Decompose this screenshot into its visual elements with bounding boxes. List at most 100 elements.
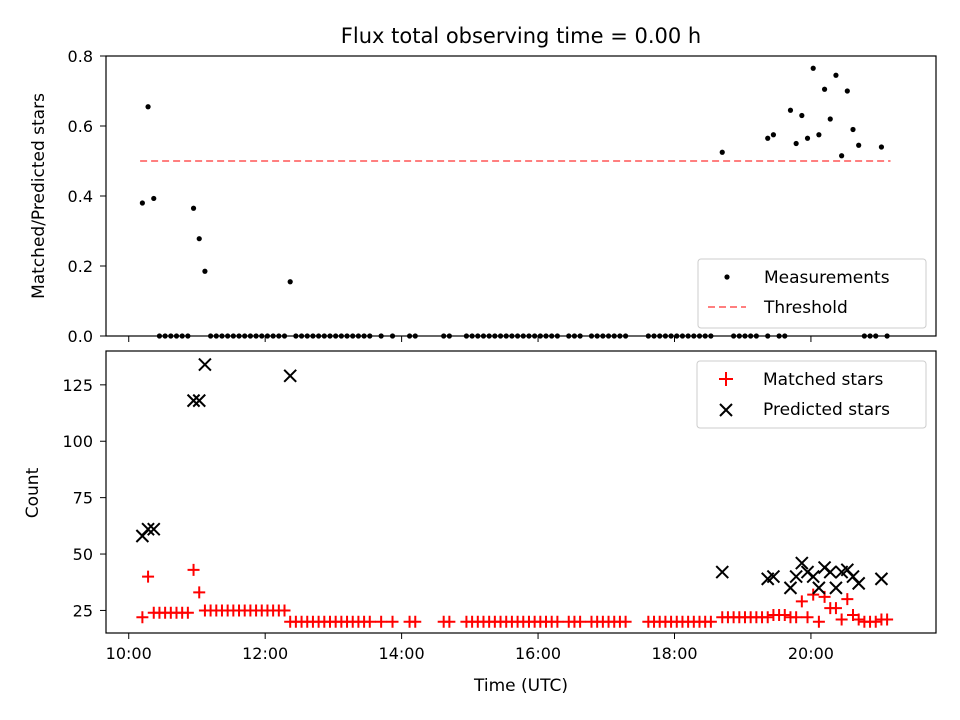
x-tick-label: 18:00	[651, 644, 697, 663]
matched-star-point	[807, 588, 820, 601]
bottom-y-ticks: 25 50 75 100 125	[62, 376, 106, 620]
measurement-point	[810, 65, 816, 71]
measurement-point	[770, 132, 777, 138]
matched-star-point	[181, 606, 194, 619]
measurement-point	[793, 140, 799, 147]
matched-star-point	[409, 615, 422, 628]
matched-star-point	[778, 608, 791, 621]
measurement-point	[804, 135, 811, 141]
predicted-star-point	[812, 581, 826, 595]
matched-star-point	[795, 595, 808, 608]
measurement-point	[799, 112, 805, 119]
top-legend-box	[697, 258, 927, 329]
matched-star-point	[386, 615, 399, 628]
matched-star-point	[790, 611, 803, 624]
bottom-plot-area	[135, 357, 894, 628]
x-tick-label: 20:00	[788, 644, 834, 663]
bottom-y-tick-label: 25	[73, 601, 93, 620]
matched-star-point	[801, 611, 814, 624]
matched-star-point	[829, 602, 842, 615]
measurement-point	[856, 142, 862, 148]
bottom-x-ticks: 10:00 12:00 14:00 16:00 18:00 20:00	[106, 633, 834, 663]
measurement-point	[145, 104, 151, 110]
bottom-y-tick-label: 125	[62, 376, 93, 395]
measurement-point	[844, 88, 850, 94]
matched-star-point	[761, 611, 774, 624]
predicted-star-point	[823, 565, 837, 579]
predicted-star-point	[141, 522, 155, 536]
measurement-point	[827, 116, 833, 122]
predicted-star-point	[198, 357, 212, 372]
predicted-star-point	[789, 569, 803, 584]
bottom-y-tick-label: 75	[73, 489, 93, 508]
top-y-tick-label: 0.8	[68, 47, 93, 66]
measurement-point	[839, 153, 845, 159]
matched-star-point	[704, 615, 717, 628]
measurement-point	[787, 107, 794, 113]
matched-star-point	[835, 613, 848, 626]
predicted-star-point	[806, 569, 820, 584]
matched-star-point	[551, 615, 564, 628]
matched-star-point	[881, 613, 894, 626]
matched-star-point	[812, 615, 825, 628]
top-y-tick-label: 0.2	[68, 257, 93, 276]
predicted-star-point	[783, 581, 798, 595]
predicted-star-point	[192, 393, 206, 408]
x-tick-label: 14:00	[379, 644, 425, 663]
top-legend: Measurements Threshold	[697, 258, 927, 329]
predicted-star-point	[715, 565, 729, 579]
measurement-point	[202, 268, 208, 274]
legend-threshold-label: Threshold	[763, 298, 848, 318]
measurement-point	[850, 126, 856, 133]
matched-star-point	[375, 615, 388, 628]
top-y-tick-label: 0.0	[68, 327, 93, 346]
measurement-point	[151, 195, 157, 202]
matched-star-point	[619, 615, 632, 628]
measurement-point	[816, 132, 822, 138]
measurement-point	[139, 200, 145, 206]
matched-star-point	[193, 586, 206, 599]
bottom-y-tick-label: 50	[73, 545, 93, 564]
bottom-y-tick-label: 100	[62, 432, 93, 451]
x-axis-label: Time (UTC)	[473, 676, 568, 696]
matched-star-point	[869, 615, 882, 628]
measurement-point	[878, 144, 885, 150]
matched-star-point	[852, 613, 865, 626]
predicted-star-point	[186, 393, 201, 408]
bottom-legend-box	[696, 360, 927, 429]
measurement-point	[287, 279, 293, 285]
top-y-axis-label: Matched/Predicted stars	[29, 93, 49, 299]
measurement-point	[196, 236, 202, 242]
predicted-star-point	[829, 581, 843, 595]
matched-star-point	[574, 615, 587, 628]
measurement-point	[833, 72, 839, 78]
top-y-tick-label: 0.4	[68, 187, 93, 206]
matched-star-point	[363, 615, 376, 628]
x-tick-label: 12:00	[242, 644, 288, 663]
measurement-point	[765, 135, 771, 141]
bottom-axes-frame	[105, 350, 937, 634]
matched-star-point	[841, 593, 854, 606]
predicted-star-point	[851, 576, 866, 591]
predicted-star-point	[283, 369, 297, 383]
measurement-point	[719, 149, 725, 155]
top-y-ticks: 0.0 0.2 0.4 0.6 0.8	[68, 47, 106, 346]
predicted-star-point	[795, 556, 809, 570]
chart-title: Flux total observing time = 0.00 h	[341, 24, 701, 48]
legend-predicted-label: Predicted stars	[763, 400, 890, 420]
legend-measurements-marker	[724, 274, 730, 280]
predicted-star-point	[874, 572, 889, 586]
legend-measurements-label: Measurements	[764, 268, 890, 288]
top-y-tick-label: 0.6	[68, 117, 93, 136]
x-tick-label: 16:00	[515, 644, 561, 663]
matched-star-point	[142, 570, 155, 583]
predicted-star-point	[766, 569, 781, 584]
matched-star-point	[187, 563, 200, 576]
matched-star-point	[136, 611, 149, 624]
legend-predicted-marker	[719, 403, 733, 417]
matched-star-point	[278, 604, 291, 617]
x-tick-label: 10:00	[106, 644, 152, 663]
top-axes-frame	[105, 55, 937, 337]
